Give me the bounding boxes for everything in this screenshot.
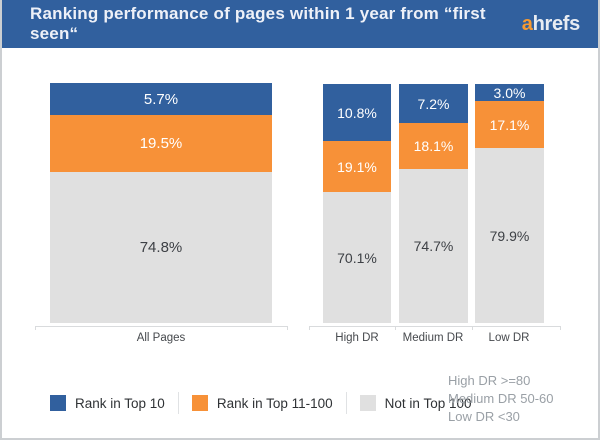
category-label-medium-dr: Medium DR xyxy=(402,332,464,344)
bar-all-pages: 5.7% 19.5% 74.8% xyxy=(50,83,272,323)
segment-value-label: 79.9% xyxy=(489,227,530,244)
axis-tick xyxy=(35,326,36,330)
segment-value-label: 19.5% xyxy=(139,135,183,152)
note-line: Low DR <30 xyxy=(448,409,520,424)
legend-swatch-rank-in-top-10 xyxy=(50,395,66,411)
bar-high-dr: 10.8% 19.1% 70.1% xyxy=(323,84,391,323)
axis-tick xyxy=(472,326,473,330)
x-axis-left xyxy=(35,326,287,327)
category-label-high-dr: High DR xyxy=(335,332,379,344)
x-axis-right xyxy=(309,326,560,327)
category-label-all-pages: All Pages xyxy=(136,332,186,344)
segment-value-label: 5.7% xyxy=(143,90,179,108)
legend-divider xyxy=(345,392,347,414)
ahrefs-logo: ahrefs xyxy=(521,12,581,36)
legend-item-not-in-top-100: Not in Top 100 xyxy=(359,395,472,411)
legend-label: Rank in Top 11-100 xyxy=(216,395,333,411)
note-line: Medium DR 50-60 xyxy=(448,391,554,406)
segment-rank-in-top-10: 3.0% xyxy=(475,84,544,101)
segment-rank-in-top-11-100: 19.5% xyxy=(50,115,272,172)
segment-not-in-top-100: 70.1% xyxy=(323,192,391,323)
axis-tick xyxy=(309,326,310,330)
segment-rank-in-top-10: 10.8% xyxy=(323,84,391,141)
segment-value-label: 70.1% xyxy=(337,249,377,266)
ahrefs-logo-a: a xyxy=(521,12,533,35)
header-bar: Ranking performance of pages within 1 ye… xyxy=(2,0,598,48)
segment-rank-in-top-11-100: 18.1% xyxy=(399,123,468,169)
segment-not-in-top-100: 74.8% xyxy=(50,172,272,323)
segment-value-label: 17.1% xyxy=(489,116,530,133)
legend-item-rank-in-top-11-100: Rank in Top 11-100 xyxy=(191,395,333,411)
segment-value-label: 74.8% xyxy=(139,239,183,256)
legend-label: Not in Top 100 xyxy=(384,395,472,411)
legend: Rank in Top 10 Rank in Top 11-100 Not in T… xyxy=(50,392,472,414)
axis-tick xyxy=(560,326,561,330)
segment-value-label: 7.2% xyxy=(417,95,450,112)
axis-tick xyxy=(395,326,396,330)
segment-rank-in-top-10: 7.2% xyxy=(399,84,468,123)
segment-not-in-top-100: 79.9% xyxy=(475,148,544,323)
segment-value-label: 10.8% xyxy=(337,104,377,121)
segment-rank-in-top-11-100: 17.1% xyxy=(475,101,544,148)
legend-divider xyxy=(177,392,179,414)
segment-not-in-top-100: 74.7% xyxy=(399,169,468,323)
segment-value-label: 74.7% xyxy=(413,238,454,254)
segment-value-label: 19.1% xyxy=(337,158,377,175)
category-label-low-dr: Low DR xyxy=(488,332,530,344)
chart-title: Ranking performance of pages within 1 ye… xyxy=(30,4,486,43)
legend-label: Rank in Top 10 xyxy=(75,395,165,411)
legend-swatch-rank-in-top-11-100 xyxy=(191,395,208,411)
bar-low-dr: 3.0% 17.1% 79.9% xyxy=(475,84,544,323)
note-line: High DR >=80 xyxy=(448,373,531,388)
segment-value-label: 18.1% xyxy=(413,138,454,154)
segment-rank-in-top-11-100: 19.1% xyxy=(323,141,391,192)
axis-tick xyxy=(287,326,288,330)
ahrefs-logo-rest: hrefs xyxy=(532,12,581,35)
dr-definitions-note: High DR >=80 Medium DR 50-60 Low DR <30 xyxy=(448,372,554,426)
segment-value-label: 3.0% xyxy=(493,84,526,101)
legend-swatch-not-in-top-100 xyxy=(359,395,376,411)
legend-item-rank-in-top-10: Rank in Top 10 xyxy=(50,395,165,411)
segment-rank-in-top-10: 5.7% xyxy=(50,83,272,115)
bar-medium-dr: 7.2% 18.1% 74.7% xyxy=(399,84,468,323)
